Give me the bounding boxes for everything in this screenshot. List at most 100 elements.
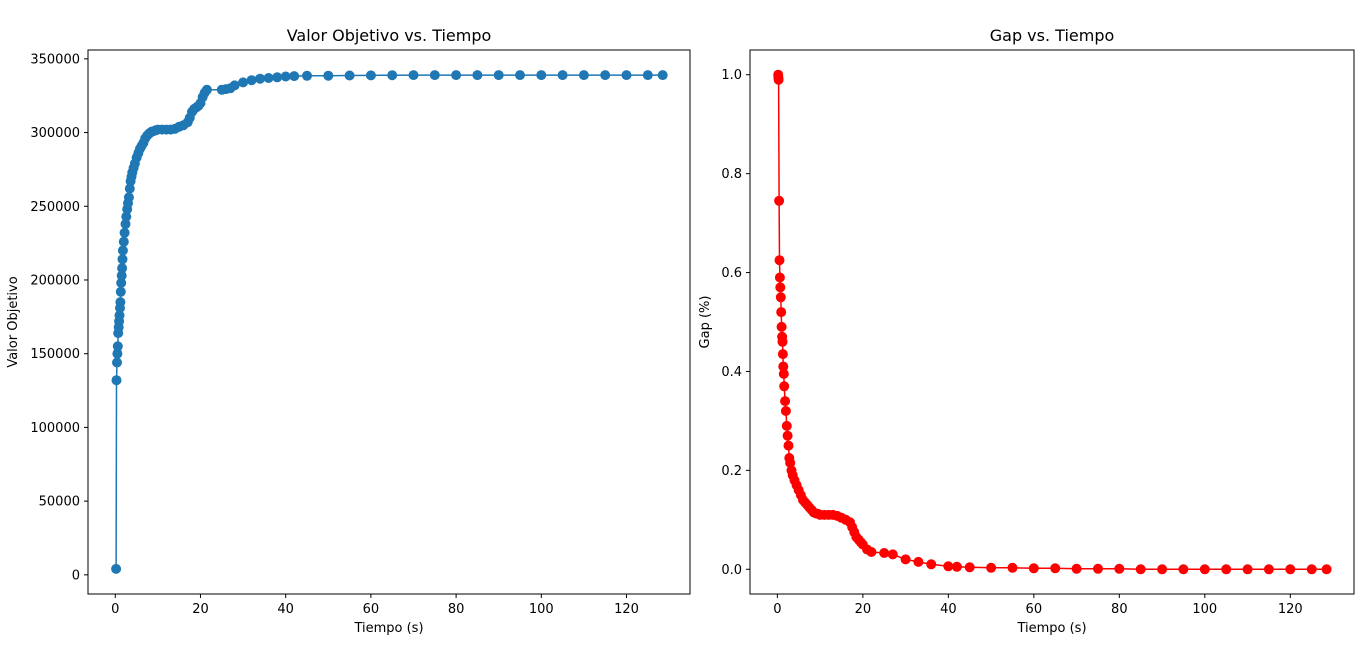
objective-data-point bbox=[600, 70, 611, 81]
gap-data-point bbox=[774, 195, 785, 206]
gap-data-point bbox=[900, 554, 911, 565]
objective-data-point bbox=[111, 375, 122, 386]
gap-data-point bbox=[1050, 563, 1061, 574]
gap-data-point bbox=[777, 336, 788, 347]
gap-data-point bbox=[913, 556, 924, 567]
gap-data-point bbox=[785, 457, 796, 468]
objective-chart: 0 20 40 60 80 100 120 0 50000 100000 150000 200000 2… bbox=[6, 26, 691, 636]
gap-data-point bbox=[986, 562, 997, 573]
objective-data-point bbox=[263, 73, 274, 83]
gap-data-point bbox=[778, 361, 789, 372]
objective-data-point bbox=[112, 348, 123, 359]
gap-data-point bbox=[782, 430, 793, 441]
gap-x-tick-label: 80 bbox=[1111, 602, 1128, 617]
objective-y-tick-label: 150000 bbox=[30, 347, 80, 362]
objective-x-tick-label: 60 bbox=[363, 602, 380, 617]
gap-data-point bbox=[1071, 563, 1082, 574]
gap-data-point bbox=[780, 396, 791, 407]
gap-data-point bbox=[1093, 563, 1103, 574]
gap-data-point bbox=[776, 321, 787, 332]
gap-data-point bbox=[866, 547, 877, 557]
gap-y-tick-label: 0.4 bbox=[721, 365, 742, 380]
gap-data-point bbox=[926, 559, 937, 570]
gap-data-point bbox=[887, 549, 898, 560]
gap-data-point bbox=[780, 406, 791, 416]
objective-data-point bbox=[246, 75, 257, 86]
objective-data-point bbox=[112, 341, 123, 352]
objective-data-point bbox=[657, 70, 668, 81]
objective-data-point bbox=[621, 70, 632, 81]
gap-chart-title: Gap vs. Tiempo bbox=[990, 26, 1115, 45]
gap-axes-frame bbox=[749, 49, 1355, 595]
gap-data-point bbox=[779, 381, 790, 392]
gap-data-point bbox=[1199, 564, 1210, 575]
objective-data-point bbox=[255, 73, 266, 84]
gap-data-point bbox=[1321, 564, 1332, 575]
objective-data-point bbox=[272, 72, 283, 83]
objective-y-tick-label: 100000 bbox=[30, 421, 80, 436]
objective-data-point bbox=[201, 84, 212, 95]
objective-data-point bbox=[118, 236, 129, 247]
gap-x-tick-label: 0 bbox=[773, 602, 781, 617]
objective-x-tick-label: 100 bbox=[529, 602, 554, 617]
gap-data-point bbox=[879, 548, 890, 558]
gap-y-tick-label: 0.0 bbox=[721, 563, 742, 578]
objective-data-point bbox=[123, 192, 134, 203]
objective-data-point bbox=[114, 310, 125, 321]
objective-data-point bbox=[493, 70, 504, 81]
objective-y-tick-label: 200000 bbox=[30, 273, 80, 288]
objective-data-point bbox=[115, 297, 126, 308]
objective-data-point bbox=[289, 71, 300, 82]
objective-x-axis-label: Tiempo (s) bbox=[353, 621, 423, 636]
objective-data-point bbox=[557, 70, 568, 81]
objective-data-point bbox=[117, 254, 128, 265]
gap-data-point bbox=[1135, 564, 1146, 575]
objective-data-point bbox=[115, 286, 126, 297]
objective-data-point bbox=[302, 70, 312, 81]
gap-data-point bbox=[1114, 563, 1125, 574]
objective-data-point bbox=[536, 70, 547, 81]
objective-y-tick-label: 350000 bbox=[30, 52, 80, 67]
gap-data-point bbox=[1306, 564, 1317, 575]
gap-data-point bbox=[774, 272, 785, 283]
gap-x-tick-label: 20 bbox=[855, 602, 872, 617]
objective-x-tick-label: 0 bbox=[111, 602, 119, 617]
objective-y-tick-label: 0 bbox=[72, 568, 80, 583]
gap-data-point bbox=[1157, 564, 1168, 575]
gap-chart: 0 20 40 60 80 100 120 0.0 0.2 0.4 0.6 0.8 1.0 Gap vs.… bbox=[698, 26, 1355, 636]
objective-data-point bbox=[578, 70, 589, 81]
objective-data-point bbox=[117, 245, 128, 256]
gap-y-tick-label: 0.6 bbox=[721, 266, 742, 281]
gap-y-tick-label: 1.0 bbox=[721, 68, 742, 83]
gap-x-tick-label: 100 bbox=[1192, 602, 1217, 617]
objective-data-point bbox=[387, 70, 398, 81]
objective-data-point bbox=[121, 211, 132, 222]
objective-data-point bbox=[408, 70, 419, 81]
gap-data-point bbox=[773, 74, 784, 85]
gap-data-point bbox=[777, 349, 788, 360]
objective-data-point bbox=[344, 70, 355, 81]
gap-data-point bbox=[775, 292, 786, 303]
gap-data-point bbox=[776, 307, 787, 318]
objective-data-point bbox=[238, 77, 249, 88]
gap-y-tick-label: 0.2 bbox=[721, 464, 742, 479]
gap-data-point bbox=[951, 561, 962, 572]
objective-data-point bbox=[280, 71, 291, 82]
objective-data-point bbox=[642, 70, 653, 81]
gap-data-point bbox=[1178, 564, 1189, 575]
objective-y-tick-label: 50000 bbox=[39, 495, 80, 510]
gap-data-point bbox=[778, 368, 789, 379]
objective-data-point bbox=[112, 357, 122, 368]
gap-data-point bbox=[774, 255, 785, 266]
objective-axes-frame bbox=[87, 49, 691, 595]
gap-data-point bbox=[1263, 564, 1274, 575]
objective-data-point bbox=[429, 70, 440, 81]
objective-data-point bbox=[323, 70, 334, 81]
objective-x-tick-label: 40 bbox=[277, 602, 294, 617]
gap-x-tick-label: 40 bbox=[940, 602, 957, 617]
objective-y-tick-label: 250000 bbox=[30, 200, 80, 215]
gap-y-tick-label: 0.8 bbox=[721, 167, 742, 182]
gap-data-point bbox=[964, 562, 975, 573]
gap-data-point bbox=[1221, 564, 1232, 575]
